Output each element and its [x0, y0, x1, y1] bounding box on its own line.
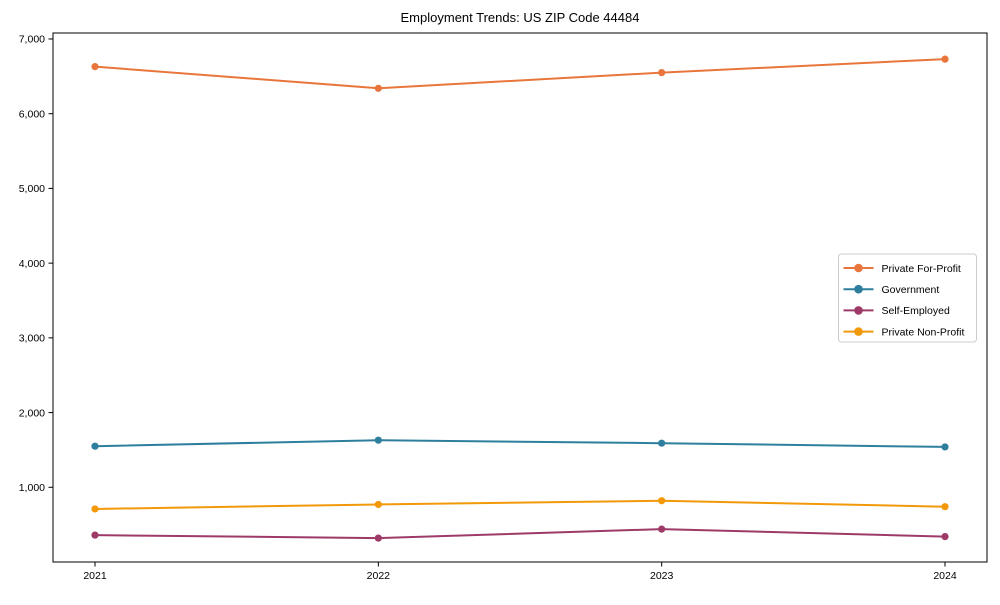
- x-tick-label: 2023: [650, 570, 674, 582]
- y-tick-label: 1,000: [19, 482, 45, 494]
- legend-swatch-dot: [854, 284, 863, 294]
- legend-swatch-dot: [854, 306, 863, 315]
- series-private-for-profit: [91, 55, 949, 92]
- legend-label: Self-Employed: [882, 305, 950, 317]
- y-tick-label: 5,000: [19, 183, 45, 195]
- series-line: [94, 528, 946, 540]
- legend-swatch-dot: [854, 327, 863, 336]
- data-point-marker: [658, 525, 666, 533]
- x-tick-label: 2021: [83, 570, 107, 582]
- plot-border: [52, 32, 988, 563]
- series-self-employed: [91, 525, 949, 542]
- y-axis: 1,000 2,000 3,000 4,000 5,000 6,000 7,000: [19, 34, 53, 494]
- data-point-marker: [91, 63, 99, 71]
- legend-label: Government: [882, 284, 940, 296]
- series-group: [91, 55, 949, 542]
- data-point-marker: [941, 443, 949, 451]
- legend-item: Private Non-Profit: [843, 326, 965, 338]
- legend-item: Self-Employed: [843, 305, 950, 317]
- x-tick-label: 2024: [933, 570, 957, 582]
- series-government: [91, 436, 949, 451]
- y-tick-label: 3,000: [19, 333, 45, 345]
- data-point-marker: [91, 442, 99, 450]
- legend-box: [838, 253, 977, 343]
- series-line: [94, 58, 946, 90]
- data-point-marker: [658, 439, 666, 447]
- legend-label: Private For-Profit: [882, 263, 961, 275]
- y-tick-label: 4,000: [19, 258, 45, 270]
- legend-item: Government: [843, 284, 940, 296]
- y-tick-label: 7,000: [19, 34, 45, 46]
- series-line: [94, 499, 946, 510]
- data-point-marker: [374, 534, 382, 542]
- legend-label: Private Non-Profit: [882, 326, 965, 338]
- data-point-marker: [941, 532, 949, 541]
- data-point-marker: [658, 497, 666, 505]
- data-point-marker: [374, 500, 382, 509]
- legend-swatch-dot: [854, 263, 863, 273]
- series-line: [94, 439, 946, 448]
- data-point-marker: [941, 503, 949, 511]
- y-tick-label: 2,000: [19, 407, 45, 419]
- series-private-non-profit: [91, 497, 949, 513]
- legend: Private For-Profit Government Self-Employe…: [838, 253, 977, 343]
- data-point-marker: [91, 505, 99, 513]
- data-point-marker: [91, 531, 99, 539]
- data-point-marker: [658, 69, 666, 77]
- chart-title: Employment Trends: US ZIP Code 44484: [401, 10, 640, 25]
- legend-item: Private For-Profit: [843, 263, 961, 275]
- x-tick-label: 2022: [367, 570, 391, 582]
- y-tick-label: 6,000: [19, 108, 45, 120]
- data-point-marker: [941, 55, 949, 63]
- data-point-marker: [374, 84, 382, 92]
- x-axis: 2021 2022 2023 2024: [83, 562, 957, 582]
- data-point-marker: [374, 436, 382, 444]
